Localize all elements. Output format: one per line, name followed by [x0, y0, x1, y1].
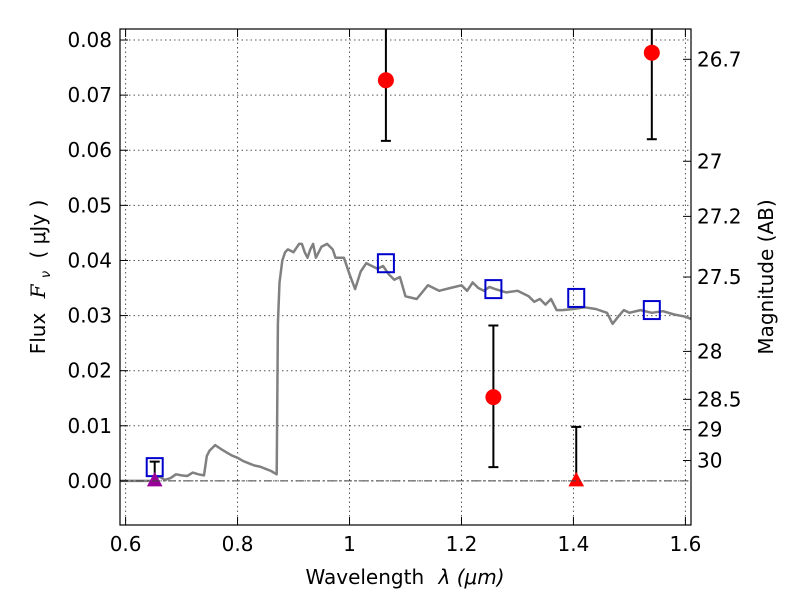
y-tick-label: 0.01 — [67, 414, 112, 438]
plot-frame — [119, 28, 692, 526]
x-tick-label: 1 — [343, 532, 356, 556]
magnitude-tick-label: 27 — [697, 149, 722, 173]
y-tick-label: 0.05 — [67, 193, 112, 217]
magnitude-tick-label: 27.2 — [697, 204, 742, 228]
x-tick-label: 1.6 — [669, 532, 701, 556]
x-tick-label: 0.8 — [222, 532, 254, 556]
observed-photometry-point — [377, 72, 394, 89]
y-tick-label: 0.06 — [67, 138, 112, 162]
observed-photometry-point — [643, 44, 660, 61]
magnitude-tick-label: 30 — [697, 449, 722, 473]
y-tick-label: 0.00 — [67, 469, 112, 493]
y-tick-label: 0.07 — [67, 83, 112, 107]
axis-ticks: 0.6 0.8 1 1.2 1.4 1.6 0.00 0.01 0.02 0.03 0.04 0.05… — [67, 28, 741, 556]
y-tick-label: 0.04 — [67, 248, 112, 272]
x-tick-label: 1.2 — [446, 532, 478, 556]
sed-model-line — [120, 242, 691, 483]
x-axis-title: Wavelength λ (μm) — [305, 565, 504, 589]
upper-limit-triangle — [146, 471, 163, 487]
magnitude-tick-label: 26.7 — [697, 47, 742, 71]
plot-area — [120, 29, 691, 525]
y-tick-label: 0.02 — [67, 359, 112, 383]
right-axis-title: Magnitude (AB) — [754, 199, 778, 354]
y-tick-label: 0.03 — [67, 304, 112, 328]
observed-photometry-point — [485, 389, 502, 406]
x-tick-label: 1.4 — [558, 532, 590, 556]
magnitude-tick-label: 28.5 — [697, 387, 742, 411]
magnitude-tick-label: 29 — [697, 418, 722, 442]
data-layer — [120, 29, 691, 487]
upper-limit-triangle — [568, 471, 585, 487]
y-tick-label: 0.08 — [67, 28, 112, 52]
model-photometry-square — [567, 287, 586, 308]
x-tick-label: 0.6 — [110, 532, 142, 556]
magnitude-tick-label: 27.5 — [697, 265, 742, 289]
magnitude-tick-label: 28 — [697, 339, 722, 363]
model-photometry-square — [642, 300, 661, 321]
y-axis-title: Flux F ν ( μJy ) — [26, 200, 55, 355]
model-photometry-square — [484, 279, 503, 300]
model-photometry-square — [376, 253, 395, 274]
